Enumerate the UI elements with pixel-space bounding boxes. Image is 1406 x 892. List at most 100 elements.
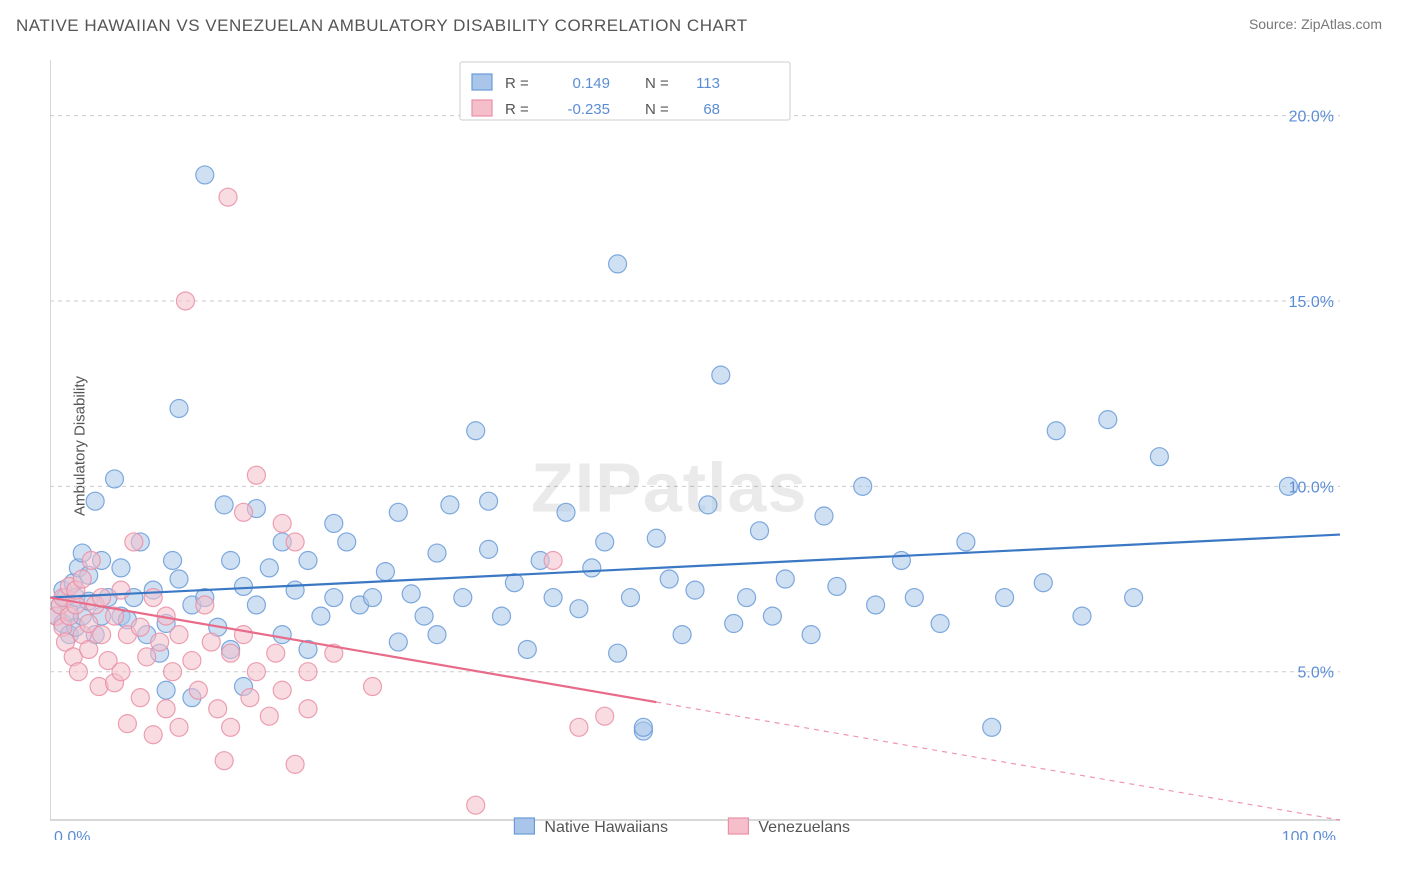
- data-point: [815, 507, 833, 525]
- data-point: [93, 589, 111, 607]
- data-point: [157, 681, 175, 699]
- data-point: [751, 522, 769, 540]
- data-point: [544, 551, 562, 569]
- data-point: [235, 577, 253, 595]
- data-point: [138, 648, 156, 666]
- data-point: [69, 663, 87, 681]
- data-point: [609, 255, 627, 273]
- legend-n-label: N =: [645, 101, 669, 118]
- legend-label: Native Hawaiians: [544, 819, 668, 836]
- legend-swatch: [472, 74, 492, 90]
- data-point: [86, 492, 104, 510]
- data-point: [1125, 589, 1143, 607]
- data-point: [112, 663, 130, 681]
- data-point: [1047, 422, 1065, 440]
- y-tick-label: 10.0%: [1289, 479, 1334, 496]
- data-point: [151, 633, 169, 651]
- data-point: [222, 644, 240, 662]
- data-point: [867, 596, 885, 614]
- legend-r-label: R =: [505, 101, 529, 118]
- data-point: [1099, 411, 1117, 429]
- data-point: [215, 752, 233, 770]
- data-point: [241, 689, 259, 707]
- legend-n-value: 113: [696, 75, 720, 92]
- data-point: [583, 559, 601, 577]
- data-point: [763, 607, 781, 625]
- data-point: [699, 496, 717, 514]
- data-point: [389, 503, 407, 521]
- data-point: [1150, 448, 1168, 466]
- trend-line-dashed: [656, 702, 1340, 820]
- data-point: [73, 570, 91, 588]
- data-point: [247, 596, 265, 614]
- data-point: [260, 559, 278, 577]
- data-point: [235, 503, 253, 521]
- legend-label: Venezuelans: [758, 819, 850, 836]
- data-point: [686, 581, 704, 599]
- data-point: [164, 663, 182, 681]
- data-point: [170, 626, 188, 644]
- data-point: [273, 626, 291, 644]
- data-point: [112, 581, 130, 599]
- x-tick-label: 0.0%: [54, 829, 90, 840]
- data-point: [164, 551, 182, 569]
- data-point: [776, 570, 794, 588]
- data-point: [222, 551, 240, 569]
- y-tick-label: 15.0%: [1289, 294, 1334, 311]
- data-point: [325, 589, 343, 607]
- data-point: [931, 615, 949, 633]
- data-point: [725, 615, 743, 633]
- data-point: [235, 626, 253, 644]
- data-point: [183, 652, 201, 670]
- data-point: [247, 663, 265, 681]
- data-point: [467, 796, 485, 814]
- y-tick-label: 20.0%: [1289, 109, 1334, 126]
- data-point: [1034, 574, 1052, 592]
- legend-r-value: 0.149: [572, 75, 610, 92]
- data-point: [428, 626, 446, 644]
- data-point: [738, 589, 756, 607]
- data-point: [299, 700, 317, 718]
- data-point: [570, 600, 588, 618]
- data-point: [389, 633, 407, 651]
- legend-swatch: [472, 100, 492, 116]
- data-point: [467, 422, 485, 440]
- data-point: [493, 607, 511, 625]
- legend-n-label: N =: [645, 75, 669, 92]
- data-point: [125, 533, 143, 551]
- data-point: [854, 477, 872, 495]
- data-point: [428, 544, 446, 562]
- data-point: [222, 718, 240, 736]
- data-point: [415, 607, 433, 625]
- data-point: [312, 607, 330, 625]
- data-point: [267, 644, 285, 662]
- legend-n-value: 68: [703, 101, 720, 118]
- data-point: [596, 707, 614, 725]
- data-point: [144, 726, 162, 744]
- legend-swatch: [514, 818, 534, 834]
- data-point: [170, 718, 188, 736]
- legend-swatch: [728, 818, 748, 834]
- data-point: [215, 496, 233, 514]
- data-point: [219, 188, 237, 206]
- data-point: [247, 466, 265, 484]
- data-point: [338, 533, 356, 551]
- data-point: [176, 292, 194, 310]
- legend-r-label: R =: [505, 75, 529, 92]
- data-point: [80, 640, 98, 658]
- data-point: [157, 700, 175, 718]
- data-point: [1073, 607, 1091, 625]
- data-point: [170, 399, 188, 417]
- data-point: [209, 700, 227, 718]
- data-point: [82, 551, 100, 569]
- data-point: [376, 563, 394, 581]
- data-point: [996, 589, 1014, 607]
- data-point: [299, 551, 317, 569]
- data-point: [557, 503, 575, 521]
- data-point: [286, 581, 304, 599]
- data-point: [196, 596, 214, 614]
- data-point: [596, 533, 614, 551]
- data-point: [402, 585, 420, 603]
- data-point: [983, 718, 1001, 736]
- data-point: [570, 718, 588, 736]
